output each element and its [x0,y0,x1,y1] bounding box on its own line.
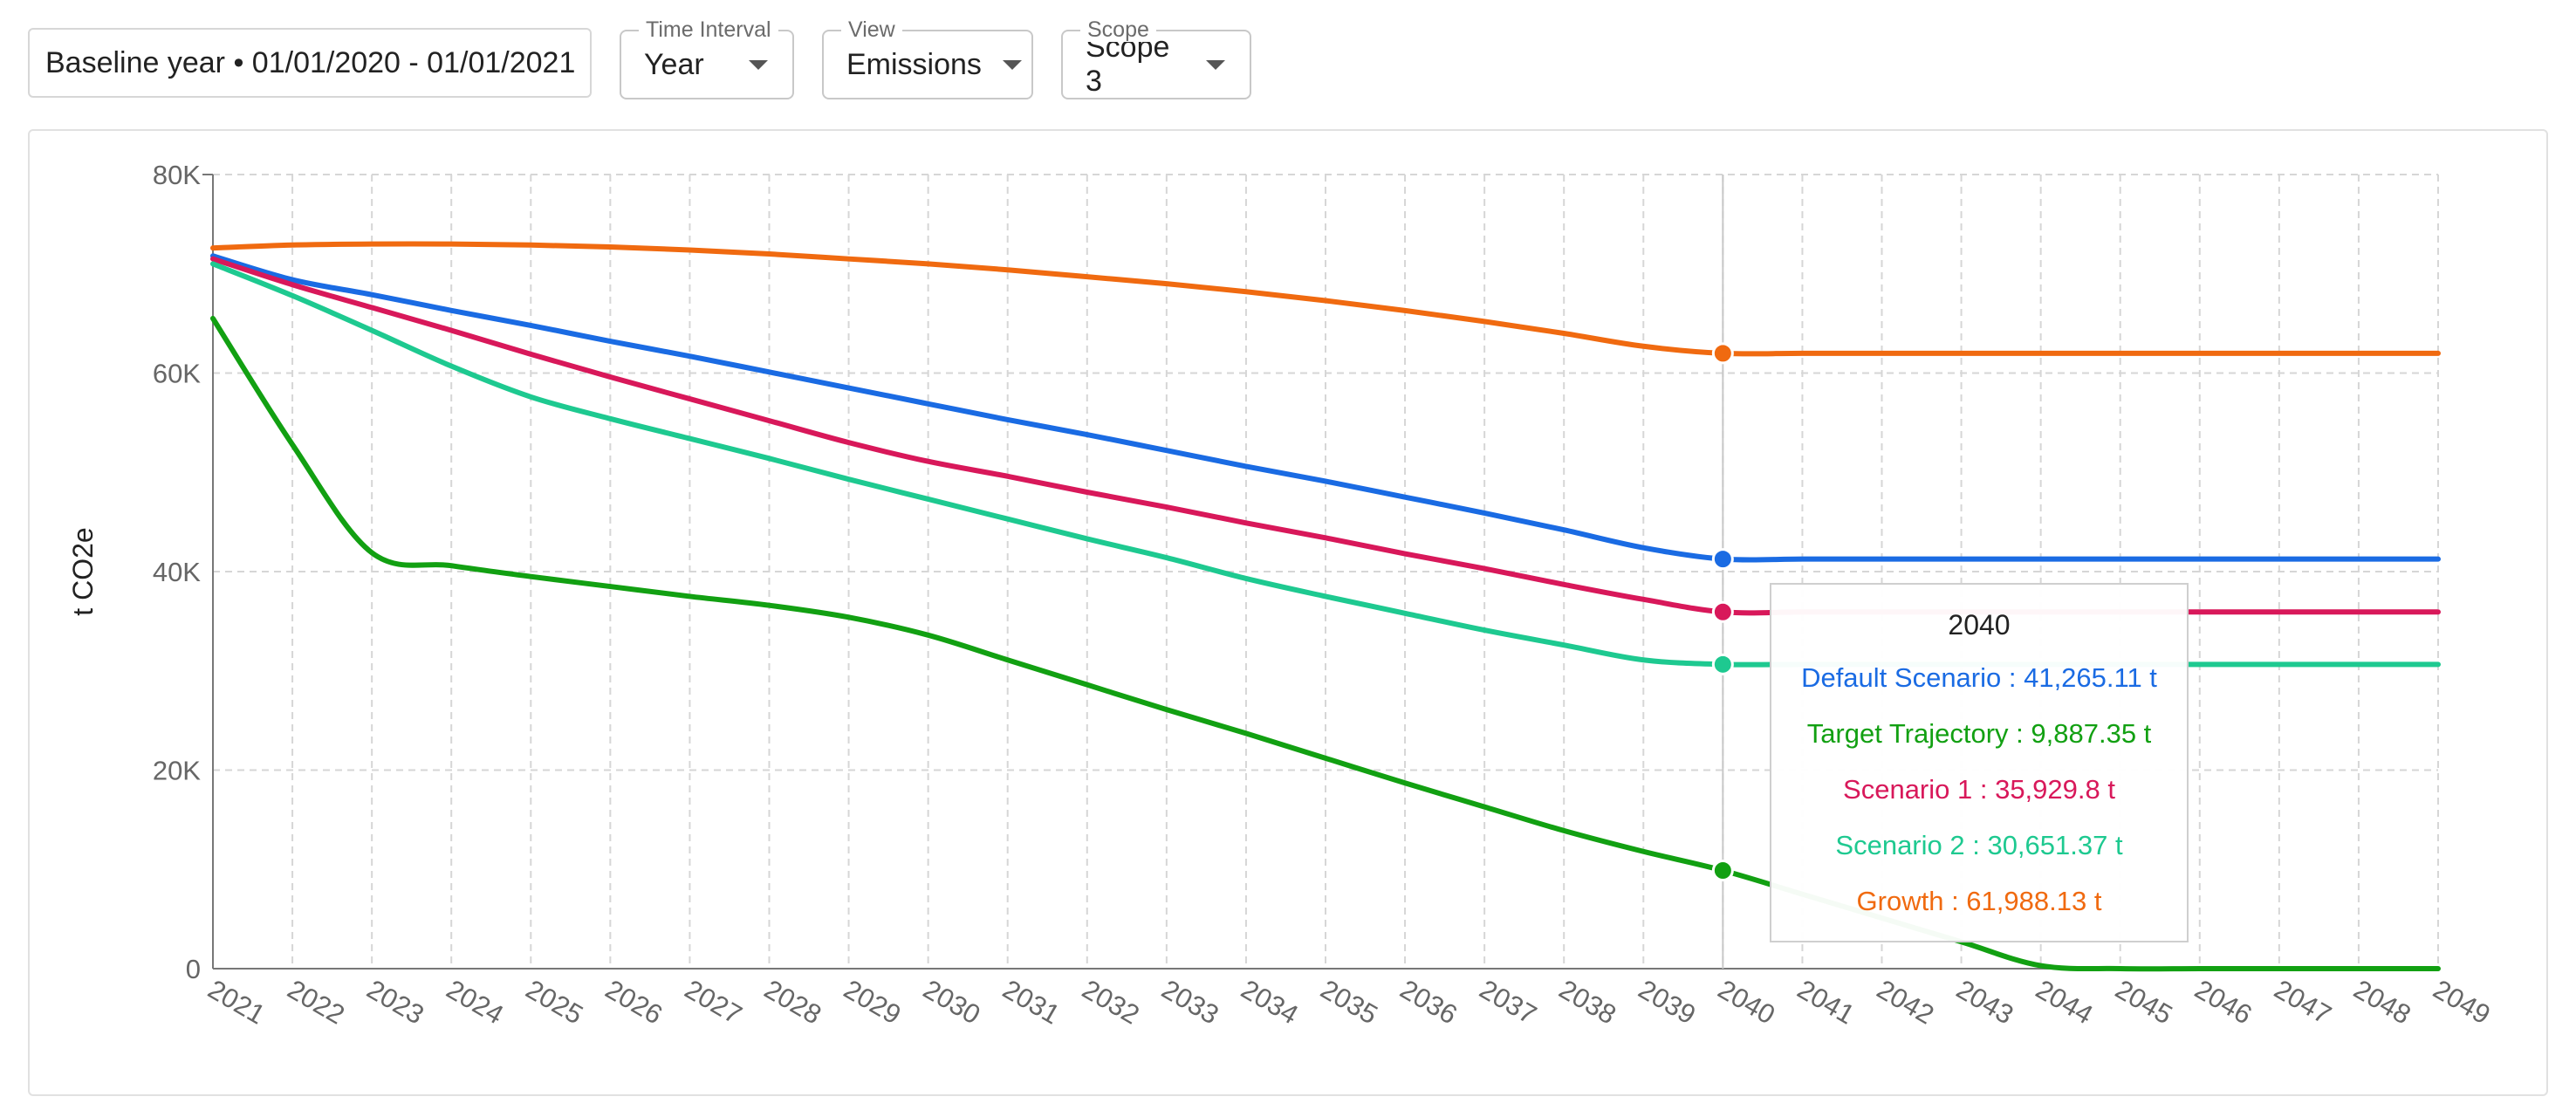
view-value: Emissions [846,47,982,81]
marker-target [1711,860,1734,882]
x-tick-label: 2039 [1634,974,1701,1031]
y-axis-label: t CO2e [67,527,99,615]
x-tick-label: 2049 [2429,974,2496,1031]
y-tick-label: 20K [153,756,201,786]
x-tick-label: 2036 [1395,974,1463,1031]
baseline-year-label: Baseline year • 01/01/2020 - 01/01/2021 [45,45,576,79]
x-tick-label: 2021 [203,974,271,1031]
tooltip-row-target: Target Trajectory : 9,887.35 t [1806,718,2152,749]
x-tick-label: 2031 [997,974,1065,1031]
time-interval-legend: Time Interval [639,17,778,42]
x-tick-label: 2047 [2269,974,2336,1031]
x-tick-label: 2028 [759,974,826,1031]
chevron-down-icon [749,59,768,70]
chevron-down-icon [1002,59,1022,70]
emissions-chart-card: 0 20K 40K 60K 80K 2021 2022 2023 2024 2025 2026 20… [28,129,2548,1096]
marker-scenario1 [1711,600,1734,623]
y-axis-ticks: 0 20K 40K 60K 80K [153,160,201,984]
x-tick-label: 2034 [1236,974,1303,1031]
y-tick-label: 60K [153,359,201,389]
x-tick-label: 2026 [600,974,668,1031]
series-line-target [210,315,2441,972]
x-tick-label: 2042 [1872,974,1939,1031]
tooltip-title: 2040 [1948,609,2011,641]
x-tick-label: 2035 [1316,974,1383,1031]
x-tick-label: 2040 [1713,974,1780,1031]
x-tick-label: 2038 [1554,974,1621,1031]
tooltip-row-scenario1: Scenario 1 : 35,929.8 t [1843,774,2115,805]
x-tick-label: 2037 [1475,974,1542,1031]
x-tick-label: 2022 [283,974,350,1031]
x-tick-label: 2043 [1951,974,2018,1031]
view-select[interactable]: View Emissions [822,17,1033,99]
x-tick-label: 2041 [1792,974,1860,1031]
x-axis-ticks: 2021 2022 2023 2024 2025 2026 2027 2028 2029 2030… [203,974,2496,1031]
x-tick-label: 2046 [2189,974,2257,1031]
x-tick-label: 2025 [521,974,588,1031]
series-line-default [210,253,2441,563]
tooltip-row-growth: Growth : 61,988.13 t [1856,886,2102,916]
y-tick-label: 40K [153,557,201,587]
marker-default [1711,548,1734,571]
tooltip-row-scenario2: Scenario 2 : 30,651.37 t [1835,830,2123,860]
x-tick-label: 2044 [2031,974,2098,1031]
x-tick-label: 2030 [918,974,985,1031]
time-interval-value: Year [644,47,704,81]
grid-lines [213,174,2439,969]
marker-growth [1711,342,1734,365]
marker-scenario2 [1711,653,1734,675]
chevron-down-icon [1206,59,1225,70]
time-interval-select[interactable]: Time Interval Year [620,17,794,99]
scope-select[interactable]: Scope Scope 3 [1061,17,1251,99]
x-tick-label: 2027 [680,974,747,1031]
series-line-growth [210,241,2441,357]
x-tick-label: 2023 [362,974,429,1031]
view-legend: View [841,17,902,42]
x-tick-label: 2032 [1077,974,1144,1031]
highlight-markers [1711,342,1734,882]
tooltip-row-default: Default Scenario : 41,265.11 t [1801,662,2157,693]
x-tick-label: 2033 [1156,974,1223,1031]
x-tick-label: 2029 [839,974,906,1031]
y-tick-label: 80K [153,160,201,190]
scope-legend: Scope [1080,17,1156,42]
x-tick-label: 2048 [2348,974,2415,1031]
chart-tooltip: 2040 Default Scenario : 41,265.11 t Targ… [1770,583,2189,942]
x-tick-label: 2045 [2110,974,2177,1031]
y-tick-label: 0 [186,954,201,984]
filter-bar: Baseline year • 01/01/2020 - 01/01/2021 … [0,0,2576,122]
baseline-year-field[interactable]: Baseline year • 01/01/2020 - 01/01/2021 [28,28,592,98]
x-tick-label: 2024 [442,974,509,1031]
